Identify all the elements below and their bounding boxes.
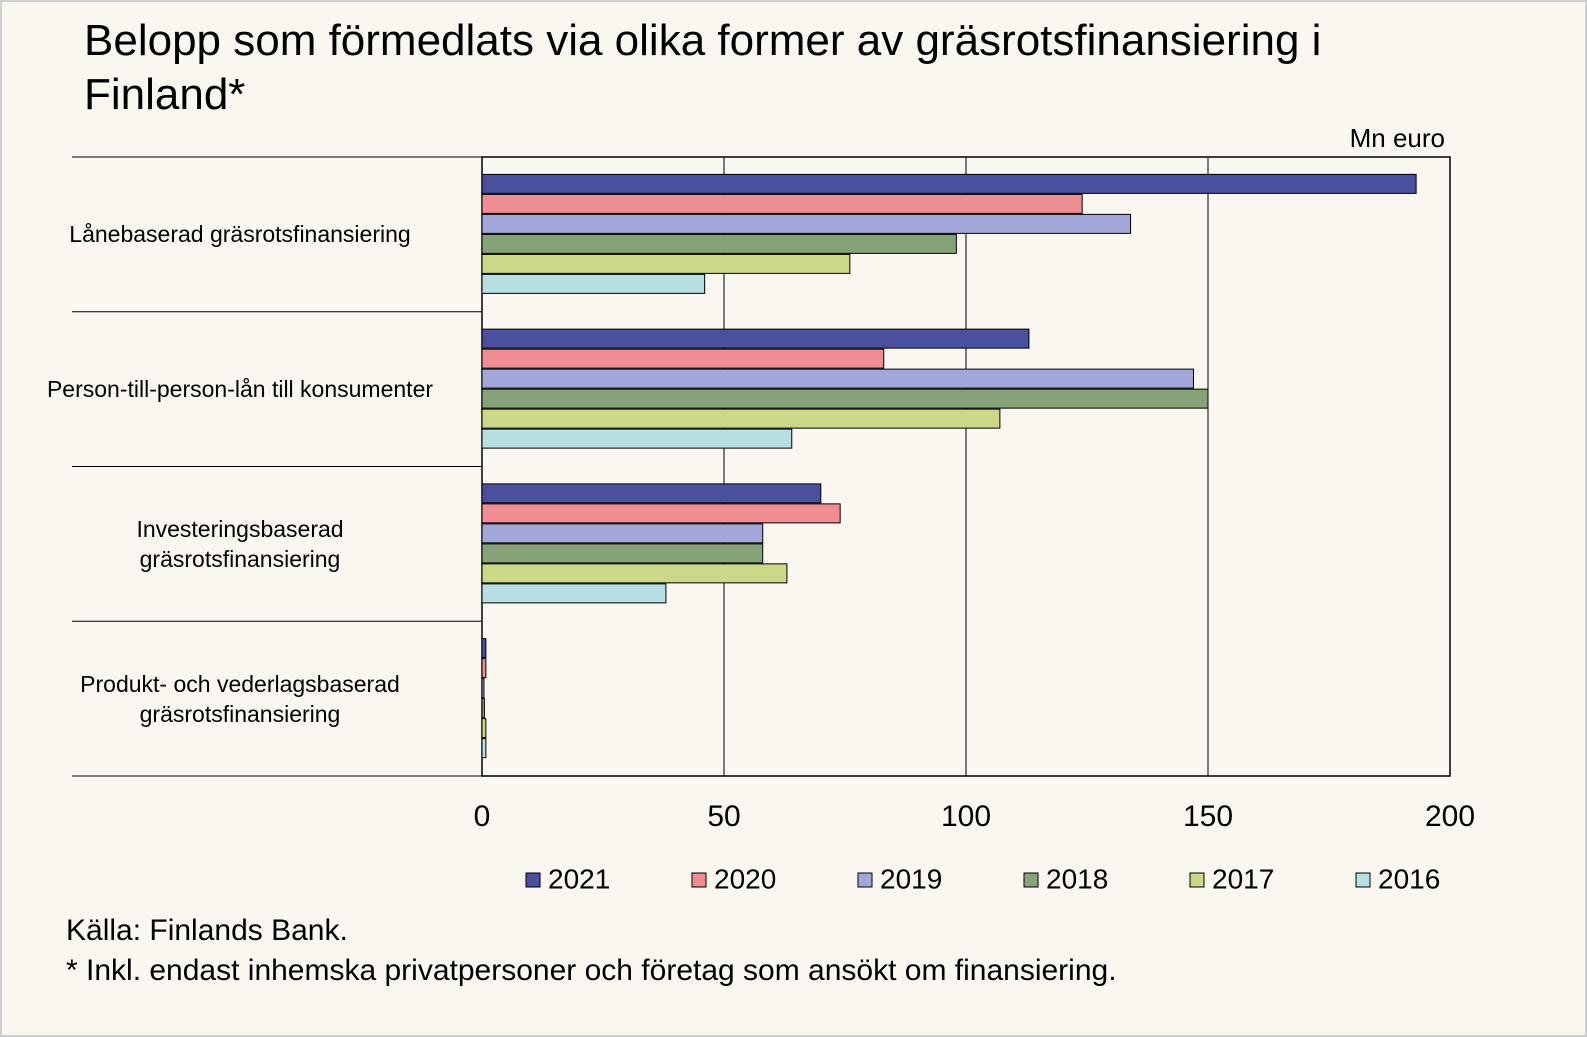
x-tick-label: 150 <box>1183 800 1233 833</box>
legend-swatch <box>525 872 541 888</box>
legend-label: 2017 <box>1212 863 1274 894</box>
category-label: Investeringsbaserad gräsrotsfinansiering <box>136 515 344 572</box>
legend-label: 2019 <box>880 863 942 894</box>
legend-label: 2021 <box>548 863 610 894</box>
bar <box>481 193 1083 214</box>
bar <box>481 638 487 659</box>
x-tick-label: 0 <box>474 800 491 833</box>
bar <box>481 408 1001 429</box>
legend-swatch <box>1023 872 1039 888</box>
bar <box>481 658 487 679</box>
bar <box>481 738 487 759</box>
bar <box>481 368 1194 389</box>
bar <box>481 253 851 274</box>
bar <box>481 718 487 739</box>
category-label: Produkt- och vederlagsbaserad gräsrotsfi… <box>80 670 400 727</box>
legend-swatch <box>857 872 873 888</box>
legend-label: 2020 <box>714 863 776 894</box>
bar <box>481 503 841 524</box>
bar <box>481 428 793 449</box>
bar <box>481 328 1030 349</box>
legend-swatch <box>691 872 707 888</box>
source: Källa: Finlands Bank. <box>66 914 348 947</box>
note: * Inkl. endast inhemska privatpersoner o… <box>66 954 1117 987</box>
bar <box>481 678 485 699</box>
bar <box>481 213 1132 234</box>
bar <box>481 173 1417 194</box>
category-label: Lånebaserad gräsrotsfinansiering <box>69 221 411 248</box>
bar <box>481 563 788 584</box>
x-tick-label: 100 <box>941 800 991 833</box>
bar <box>481 483 822 504</box>
chart-title: Belopp som förmedlats via olika former a… <box>84 16 1322 119</box>
bar <box>481 698 485 719</box>
bar <box>481 348 885 369</box>
bar <box>481 388 1209 409</box>
bar <box>481 543 764 564</box>
bar <box>481 583 667 604</box>
legend-swatch <box>1355 872 1371 888</box>
x-tick-label: 200 <box>1425 800 1475 833</box>
bar <box>481 523 764 544</box>
unit-label: Mn euro <box>1350 123 1445 153</box>
legend-label: 2018 <box>1046 863 1108 894</box>
x-tick-label: 50 <box>707 800 740 833</box>
category-label: Person-till-person-lån till konsumenter <box>46 376 434 403</box>
bar <box>481 233 957 254</box>
bar <box>481 273 706 294</box>
legend-swatch <box>1189 872 1205 888</box>
legend-label: 2016 <box>1378 863 1440 894</box>
